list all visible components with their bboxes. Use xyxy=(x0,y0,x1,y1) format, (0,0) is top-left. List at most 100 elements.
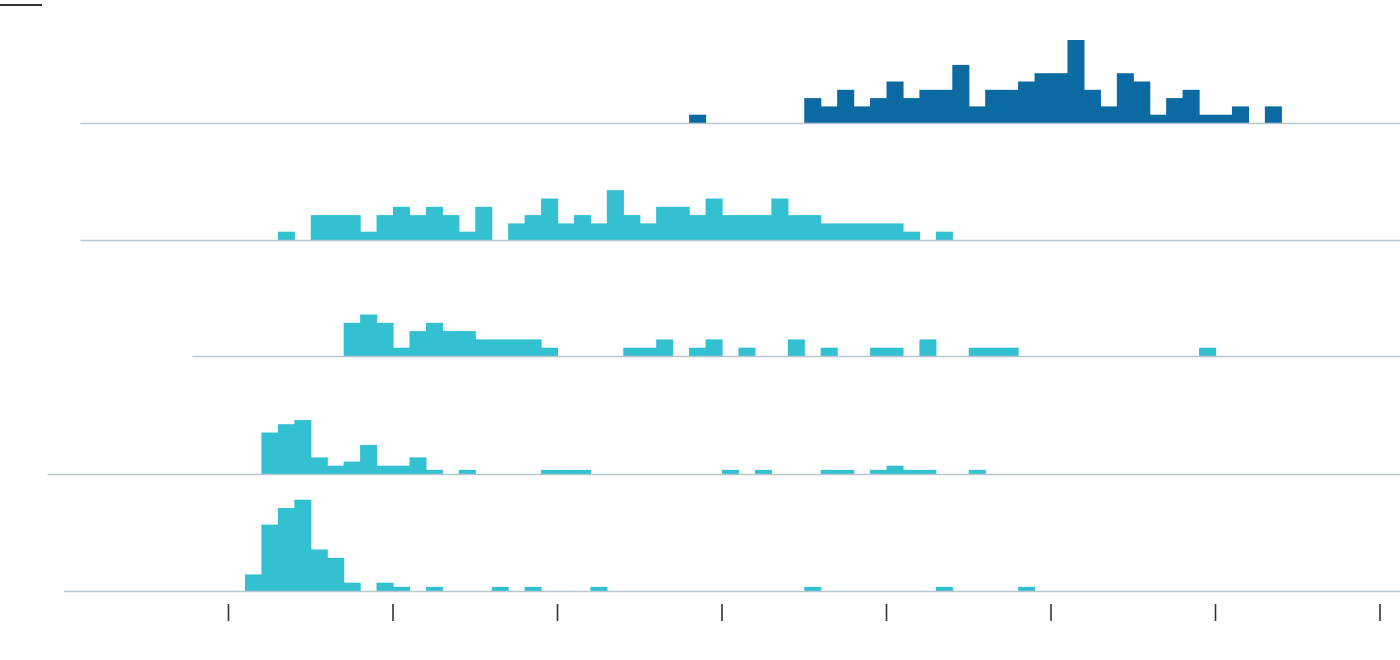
histogram-bar xyxy=(656,206,674,240)
histogram-bar xyxy=(837,469,855,474)
histogram-bar xyxy=(409,215,427,240)
histogram-bar xyxy=(705,198,723,240)
histogram-bar xyxy=(935,231,953,240)
histogram-bar xyxy=(360,444,378,474)
histogram-bar xyxy=(968,469,986,474)
histogram-bar xyxy=(886,347,904,356)
histogram-bar xyxy=(985,347,1003,356)
histogram-bar xyxy=(360,314,378,356)
histogram-bar xyxy=(1199,114,1217,123)
histogram-bar xyxy=(261,432,279,474)
histogram-bar xyxy=(376,582,394,591)
histogram-bar xyxy=(689,215,707,240)
histogram-bar xyxy=(672,206,690,240)
histogram-bar xyxy=(541,198,559,240)
histogram-bar xyxy=(1166,98,1184,123)
histogram-row-2 xyxy=(80,190,1400,242)
histogram-bar xyxy=(327,557,345,591)
histogram-bar xyxy=(804,586,822,591)
histogram-bar xyxy=(722,469,740,474)
histogram-bar xyxy=(623,347,641,356)
histogram-row-3 xyxy=(192,314,1400,358)
histogram-bar xyxy=(393,347,411,356)
histogram-bar xyxy=(1067,40,1085,123)
histogram-bar xyxy=(458,331,476,356)
histogram-bar xyxy=(590,223,608,240)
histogram-row-1 xyxy=(80,40,1400,125)
histogram-bar xyxy=(804,98,822,123)
histogram-bar xyxy=(376,465,394,474)
histogram-bar xyxy=(853,223,871,240)
histogram-bar xyxy=(524,586,542,591)
histogram-bar xyxy=(261,524,279,591)
histogram-bar xyxy=(573,469,591,474)
histogram-bar xyxy=(820,223,838,240)
histogram-bar xyxy=(639,223,657,240)
histogram-bar xyxy=(343,215,361,240)
histogram-bar xyxy=(327,215,345,240)
histogram-bar xyxy=(425,469,443,474)
histogram-bar xyxy=(870,347,888,356)
histogram-bar xyxy=(870,98,888,123)
histogram-bar xyxy=(409,331,427,356)
histogram-bar xyxy=(425,322,443,356)
histogram-bar xyxy=(771,198,789,240)
histogram-bar xyxy=(985,89,1003,123)
histogram-bar xyxy=(870,469,888,474)
histogram-bar xyxy=(508,339,526,356)
histogram-bar xyxy=(853,106,871,123)
histogram-bar xyxy=(508,223,526,240)
histogram-bar xyxy=(277,508,295,591)
histogram-row-5 xyxy=(64,499,1400,593)
histogram-bar xyxy=(541,469,559,474)
histogram-bar xyxy=(837,223,855,240)
histogram-bar xyxy=(491,339,509,356)
histogram-rows xyxy=(47,40,1400,593)
histogram-bar xyxy=(606,190,624,240)
histogram-bar xyxy=(524,339,542,356)
histogram-bar xyxy=(1133,81,1151,123)
histogram-bar xyxy=(442,215,460,240)
histogram-bar xyxy=(376,322,394,356)
histogram-bar xyxy=(902,231,920,240)
histogram-bar xyxy=(935,586,953,591)
histogram-row-4 xyxy=(47,420,1400,476)
histogram-bar xyxy=(310,549,328,591)
histogram-bar xyxy=(886,81,904,123)
histogram-bar xyxy=(475,206,493,240)
histogram-bar xyxy=(804,215,822,240)
histogram-bar xyxy=(738,347,756,356)
histogram-bar xyxy=(886,465,904,474)
histogram-bar xyxy=(277,231,295,240)
histogram-bar xyxy=(1231,106,1249,123)
histogram-bar xyxy=(557,223,575,240)
histogram-bar xyxy=(1051,73,1069,123)
histogram-bar xyxy=(968,347,986,356)
histogram-bar xyxy=(343,322,361,356)
histogram-bar xyxy=(1100,106,1118,123)
histogram-bar xyxy=(557,469,575,474)
histogram-bar xyxy=(820,347,838,356)
histogram-bar xyxy=(639,347,657,356)
histogram-bar xyxy=(820,106,838,123)
histogram-bar xyxy=(1018,81,1036,123)
histogram-bar xyxy=(952,64,970,123)
histogram-bar xyxy=(935,89,953,123)
histogram-bar xyxy=(689,347,707,356)
histogram-bar xyxy=(870,223,888,240)
histogram-bar xyxy=(360,231,378,240)
histogram-bar xyxy=(787,215,805,240)
histogram-bar xyxy=(837,89,855,123)
histogram-bar xyxy=(343,582,361,591)
histogram-bar xyxy=(409,457,427,474)
histogram-bar xyxy=(244,574,262,591)
histogram-bar xyxy=(1116,73,1134,123)
histogram-bar xyxy=(310,457,328,474)
histogram-bar xyxy=(491,586,509,591)
histogram-bar xyxy=(705,339,723,356)
histogram-bar xyxy=(327,465,345,474)
histogram-bar xyxy=(722,215,740,240)
histogram-bar xyxy=(656,339,674,356)
histogram-bar xyxy=(1001,89,1019,123)
